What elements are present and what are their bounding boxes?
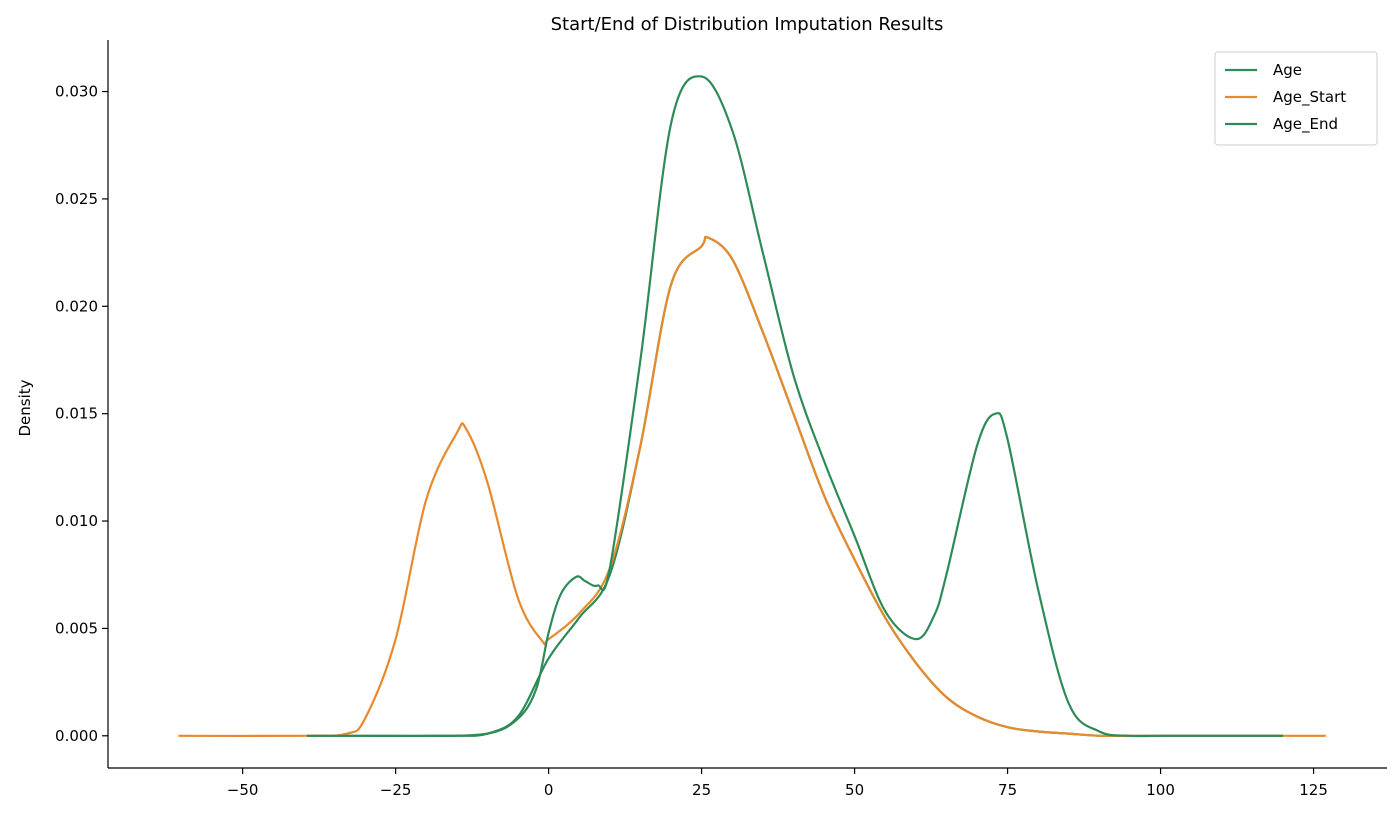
x-tick-label: 125: [1299, 781, 1328, 799]
y-tick-label: 0.020: [55, 297, 98, 315]
x-tick-label: 50: [845, 781, 864, 799]
x-tick-label: −25: [380, 781, 412, 799]
y-tick-label: 0.015: [55, 405, 98, 423]
x-tick-label: 0: [544, 781, 554, 799]
y-tick-label: 0.005: [55, 619, 98, 637]
y-tick-label: 0.025: [55, 190, 98, 208]
x-tick-label: 25: [692, 781, 711, 799]
x-tick-label: −50: [227, 781, 259, 799]
series-line-age: [306, 235, 1283, 738]
y-tick-label: 0.010: [55, 512, 98, 530]
series-line-age-start: [178, 235, 1326, 738]
y-tick-label: 0.000: [55, 727, 98, 745]
series-lines: [178, 75, 1326, 738]
series-line-age-end: [306, 75, 1283, 738]
y-tick-label: 0.030: [55, 83, 98, 101]
legend-label: Age_End: [1273, 115, 1338, 134]
axes: −50 −25 0 25 50 75 100 125 0.000 0.005 0.010 0.015 0…: [55, 40, 1387, 799]
x-tick-label: 75: [998, 781, 1017, 799]
chart-title: Start/End of Distribution Imputation Res…: [551, 14, 944, 35]
x-tick-label: 100: [1146, 781, 1175, 799]
y-axis-label: Density: [16, 379, 34, 436]
legend-label: Age: [1273, 61, 1302, 79]
legend-box: [1214, 51, 1378, 146]
legend-label: Age_Start: [1273, 88, 1346, 107]
legend: Age Age_Start Age_End: [1214, 51, 1378, 146]
